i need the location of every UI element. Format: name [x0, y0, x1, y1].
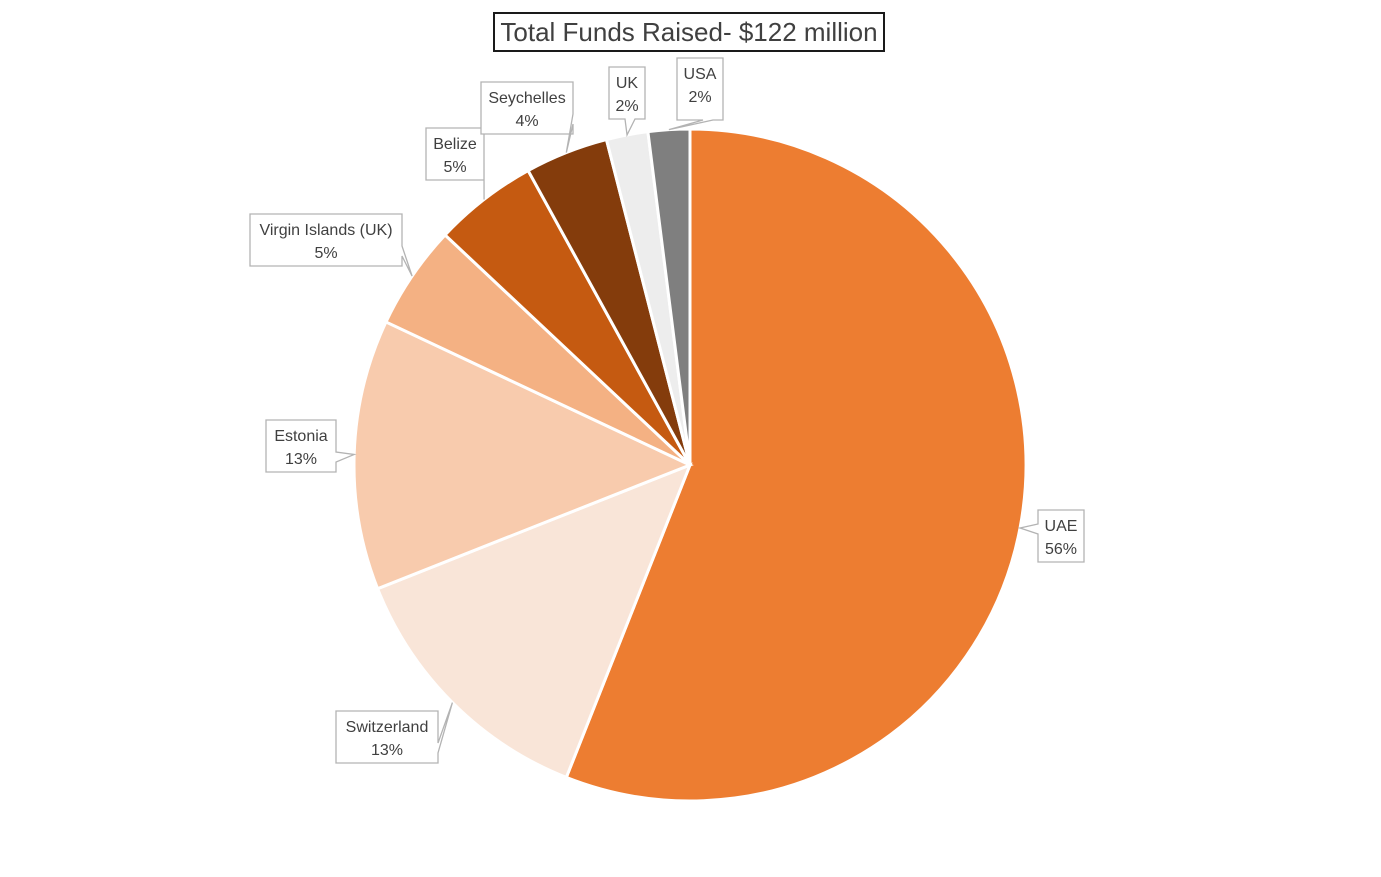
callout-box: [249, 213, 413, 277]
callout-box: [265, 419, 357, 473]
callout-box: [335, 702, 454, 764]
slice-percent-label: 5%: [443, 159, 466, 176]
slice-percent-label: 2%: [688, 89, 711, 106]
data-label-usa: USA 2%: [668, 57, 724, 131]
slice-percent-label: 2%: [615, 98, 638, 115]
callout-box: [1017, 509, 1085, 563]
callout-box: [668, 57, 724, 131]
pie-callouts: UAE 56% Switzerland 13% Estonia 13% Virgin Isl…: [249, 57, 1085, 764]
data-label-uk: UK 2%: [608, 66, 646, 138]
slice-percent-label: 56%: [1045, 541, 1077, 558]
data-label-estonia: Estonia 13%: [265, 419, 357, 473]
callout-box: [608, 66, 646, 138]
slice-category-label: Estonia: [274, 428, 327, 445]
slice-category-label: UK: [616, 75, 639, 92]
slice-category-label: Belize: [433, 136, 477, 153]
data-label-seychelles: Seychelles 4%: [480, 81, 574, 153]
data-label-uae: UAE 56%: [1017, 509, 1085, 563]
data-label-switzerland: Switzerland 13%: [335, 702, 454, 764]
data-label-virgin-islands-uk: Virgin Islands (UK) 5%: [249, 213, 413, 277]
slice-category-label: Switzerland: [346, 719, 429, 736]
callout-box: [480, 81, 574, 153]
slice-category-label: Virgin Islands (UK): [259, 222, 392, 239]
slice-percent-label: 4%: [515, 113, 538, 130]
chart-title: Total Funds Raised- $122 million: [493, 12, 885, 52]
slice-category-label: UAE: [1045, 518, 1078, 535]
slice-category-label: Seychelles: [488, 90, 565, 107]
slice-percent-label: 13%: [371, 742, 403, 759]
slice-category-label: USA: [684, 66, 717, 83]
pie-slices: [352, 127, 1028, 803]
slice-percent-label: 5%: [314, 245, 337, 262]
data-label-belize: Belize 5%: [425, 127, 485, 200]
slice-percent-label: 13%: [285, 451, 317, 468]
